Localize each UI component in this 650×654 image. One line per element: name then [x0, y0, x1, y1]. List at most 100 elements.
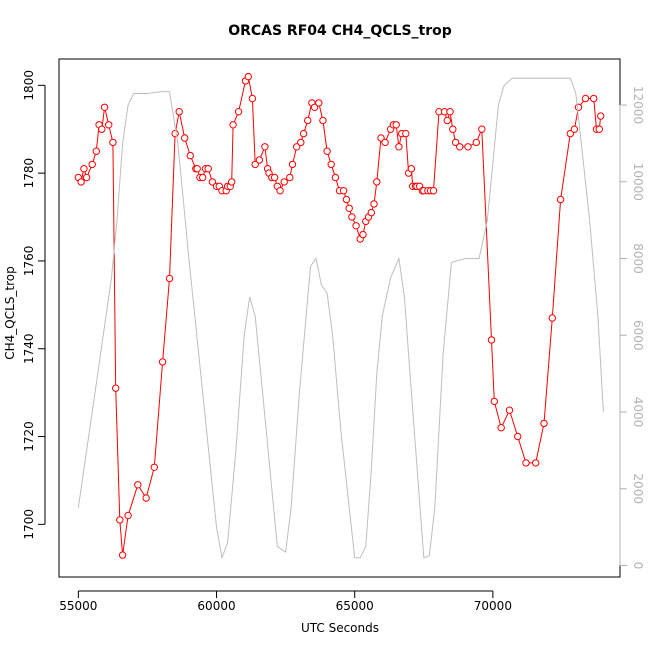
ch4-data-point [345, 204, 353, 213]
plot-area: 55000 60000 65000 7000017001720174017601780… [22, 58, 645, 613]
ch4-data-point [348, 213, 356, 221]
ch4-data-point [165, 274, 174, 283]
altitude-series-line [77, 77, 604, 560]
ch4-data-point [228, 178, 236, 186]
ch4-data-point [255, 156, 264, 164]
x-tick-label: 60000 [197, 599, 235, 613]
ch4-data-point [373, 178, 381, 186]
y-axis-label: CH4_QCLS_trop [3, 266, 17, 360]
ch4-data-point [497, 424, 505, 432]
ch4-data-point [352, 222, 360, 230]
ch4-data-point [98, 125, 106, 133]
y2-tick-label: 6000 [631, 320, 645, 351]
ch4-data-point [171, 129, 179, 138]
ch4-data-point [88, 160, 96, 169]
ch4-data-point [105, 121, 113, 129]
y-tick-label: 1700 [22, 509, 36, 540]
ch4-data-point [158, 358, 167, 366]
ch4-data-point [293, 143, 301, 151]
ch4-data-point [570, 125, 579, 133]
ch4-data-point [342, 195, 351, 204]
ch4-data-point [548, 314, 556, 322]
ch4-data-point [590, 94, 598, 103]
ch4-data-point [359, 230, 367, 239]
ch4-data-point [407, 165, 416, 173]
ch4-data-point [92, 147, 101, 155]
ch4-data-point [109, 138, 117, 147]
y2-tick-label: 2000 [631, 473, 645, 504]
ch4-data-point [181, 134, 189, 142]
x-tick-label: 65000 [336, 599, 374, 613]
ch4-data-point [370, 200, 378, 208]
ch4-data-point [331, 173, 340, 182]
x-tick-label: 55000 [59, 599, 97, 613]
ch4-data-point [280, 178, 288, 186]
ch4-data-point [234, 108, 243, 116]
ch4-data-point [124, 511, 132, 520]
ch4-data-point [381, 138, 389, 147]
ch4-data-point [100, 103, 109, 112]
ch4-data-point [261, 143, 269, 151]
ch4-data-point [478, 125, 486, 133]
ch4-data-point [522, 459, 530, 467]
ch4-data-point [464, 143, 472, 151]
ch4-data-point [80, 165, 88, 173]
ch4-data-point [451, 138, 460, 147]
ch4-data-point [456, 143, 464, 151]
ch4-data-point [556, 195, 565, 204]
chart-title: ORCAS RF04 CH4_QCLS_trop [228, 23, 452, 39]
ch4-data-point [319, 116, 327, 125]
ch4-data-point [142, 494, 150, 502]
ch4-data-point [487, 336, 496, 344]
y-tick-label: 1800 [22, 70, 36, 101]
y-tick-label: 1720 [22, 421, 36, 452]
ch4-data-point [540, 419, 548, 428]
ch4-data-point [532, 459, 540, 467]
ch4-data-point [244, 72, 253, 81]
ch4-data-point [276, 187, 284, 195]
ch4-data-point [175, 108, 183, 116]
y2-tick-label: 4000 [631, 397, 645, 428]
ch4-data-point [392, 121, 400, 129]
ch4-data-point [315, 99, 323, 107]
ch4-data-point [402, 129, 410, 138]
ch4-data-point [199, 173, 207, 182]
x-tick-label: 70000 [474, 599, 512, 613]
ch4-data-point [323, 147, 331, 155]
ch4-data-point [490, 397, 498, 406]
ch4-data-point [566, 129, 574, 138]
ch4-data-point [193, 165, 201, 173]
ch4-data-point [574, 103, 583, 112]
y-tick-label: 1780 [22, 158, 36, 189]
ch4-data-point [229, 121, 237, 129]
ch4-data-point [581, 94, 590, 103]
y-tick-label: 1760 [22, 246, 36, 277]
ch4-data-point [116, 516, 124, 524]
ch4-data-point [395, 143, 403, 151]
ch4-data-point [339, 187, 348, 195]
ch4-data-point [597, 112, 605, 120]
ch4-data-point [514, 432, 522, 441]
ch4-data-point [82, 173, 91, 182]
x-axis-label: UTC Seconds [301, 621, 379, 635]
ch4-data-point [472, 138, 480, 147]
ch4-data-point [286, 173, 294, 182]
ch4-data-point [270, 173, 279, 182]
ch4-data-point [449, 125, 457, 133]
ch4-data-point [595, 125, 603, 133]
ch4-data-point [505, 406, 514, 414]
ch4-data-point [377, 134, 385, 142]
y2-tick-label: 12000 [631, 86, 645, 124]
ch4-data-point [367, 208, 375, 217]
ch4-data-point [297, 138, 305, 147]
ch4-data-point [186, 151, 195, 160]
ch4-data-point [299, 129, 308, 138]
ch4-data-point [208, 178, 217, 186]
y2-tick-label: 8000 [631, 243, 645, 274]
ch4-data-point [150, 463, 159, 471]
ch4-data-point [112, 384, 120, 392]
ch4-data-point [327, 160, 335, 169]
